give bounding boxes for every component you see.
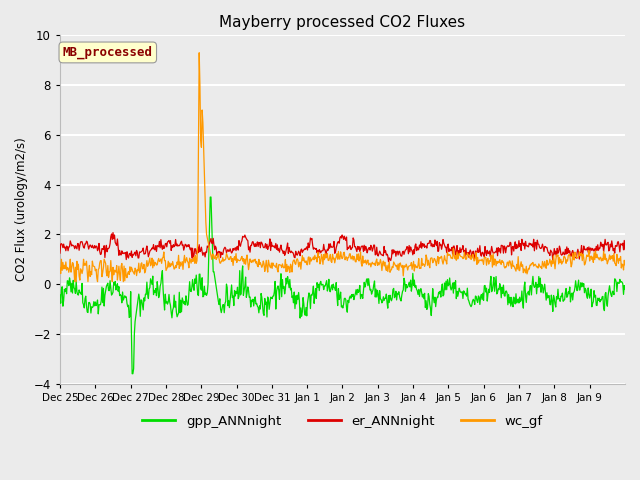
wc_gf bbox=[403, 261, 410, 267]
er_ANNnight bbox=[227, 248, 235, 254]
Legend: gpp_ANNnight, er_ANNnight, wc_gf: gpp_ANNnight, er_ANNnight, wc_gf bbox=[137, 409, 548, 433]
gpp_ANNnight bbox=[434, 295, 442, 300]
gpp_ANNnight bbox=[56, 292, 64, 298]
gpp_ANNnight bbox=[207, 194, 214, 200]
er_ANNnight bbox=[109, 230, 117, 236]
gpp_ANNnight bbox=[228, 282, 236, 288]
er_ANNnight bbox=[385, 259, 392, 264]
gpp_ANNnight bbox=[621, 286, 629, 292]
Line: wc_gf: wc_gf bbox=[60, 53, 625, 282]
wc_gf bbox=[277, 263, 285, 268]
wc_gf bbox=[434, 253, 442, 259]
wc_gf bbox=[228, 259, 236, 264]
gpp_ANNnight bbox=[122, 294, 130, 300]
wc_gf bbox=[256, 262, 264, 267]
Line: gpp_ANNnight: gpp_ANNnight bbox=[60, 197, 625, 374]
er_ANNnight bbox=[403, 247, 410, 252]
Title: Mayberry processed CO2 Fluxes: Mayberry processed CO2 Fluxes bbox=[220, 15, 465, 30]
wc_gf bbox=[71, 279, 79, 285]
er_ANNnight bbox=[434, 249, 442, 254]
wc_gf bbox=[56, 265, 64, 271]
gpp_ANNnight bbox=[277, 271, 285, 276]
er_ANNnight bbox=[621, 247, 629, 252]
Text: MB_processed: MB_processed bbox=[63, 46, 153, 59]
wc_gf bbox=[621, 262, 629, 268]
gpp_ANNnight bbox=[128, 371, 136, 377]
gpp_ANNnight bbox=[256, 303, 264, 309]
Y-axis label: CO2 Flux (urology/m2/s): CO2 Flux (urology/m2/s) bbox=[15, 138, 28, 281]
er_ANNnight bbox=[56, 250, 64, 256]
wc_gf bbox=[123, 275, 131, 280]
Line: er_ANNnight: er_ANNnight bbox=[60, 233, 625, 262]
er_ANNnight bbox=[255, 240, 262, 245]
gpp_ANNnight bbox=[403, 282, 410, 288]
er_ANNnight bbox=[276, 245, 284, 251]
er_ANNnight bbox=[123, 249, 131, 255]
wc_gf bbox=[195, 50, 203, 56]
